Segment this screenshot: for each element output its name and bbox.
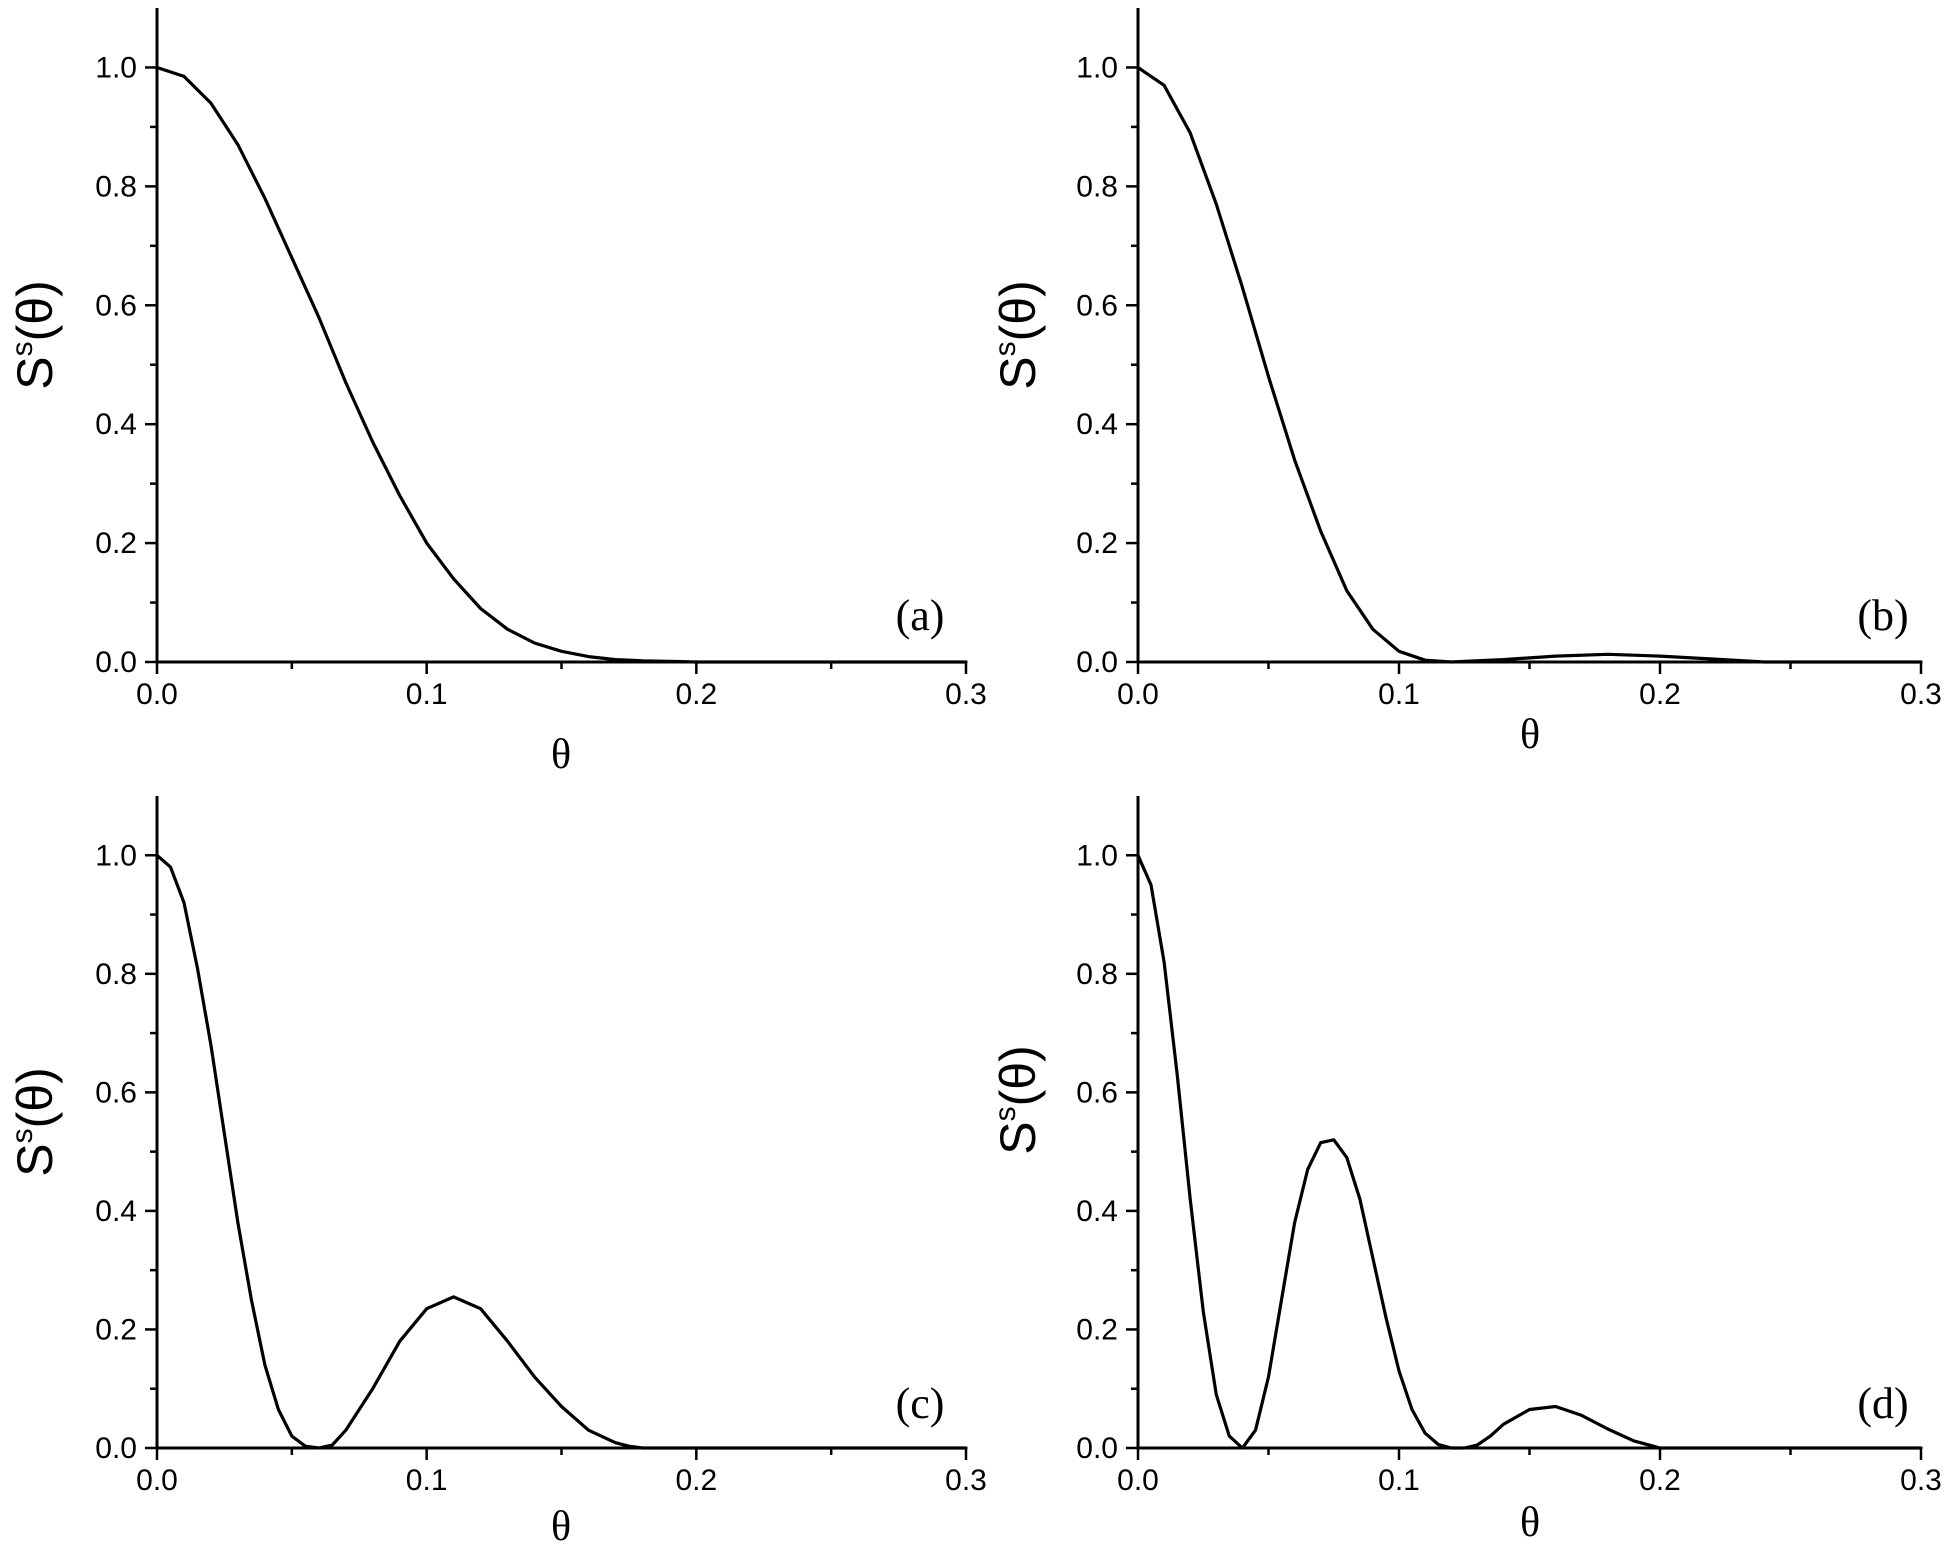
panel-d-x-tick-3: 0.3: [1900, 1464, 1942, 1497]
panel-b-y-tick-0: 0.0: [1076, 646, 1118, 679]
panel-a: 0.0 0.1 0.2 0.3 0.0 0.2 0.4 0.6 0.8 1.0 …: [6, 8, 987, 778]
panel-d-x-label: θ: [1520, 1500, 1540, 1546]
panel-b-x-label: θ: [1520, 712, 1540, 758]
panel-b-y-label-arg: (θ): [990, 280, 1046, 341]
panel-c-y-tick-3: 0.6: [95, 1076, 137, 1109]
panel-b-tag: (b): [1857, 591, 1908, 640]
panel-a-y-tick-3: 0.6: [95, 289, 137, 322]
panel-b-x-tick-0: 0.0: [1117, 678, 1159, 711]
panel-a-x-tick-2: 0.2: [675, 678, 717, 711]
panel-d: 0.0 0.1 0.2 0.3 0.0 0.2 0.4 0.6 0.8 1.0 …: [989, 796, 1942, 1546]
panel-c-x-tick-1: 0.1: [406, 1464, 448, 1497]
panel-d-y-tick-5: 1.0: [1076, 839, 1118, 872]
panel-b-y-tick-1: 0.2: [1076, 527, 1118, 560]
panel-a-y-tick-0: 0.0: [95, 646, 137, 679]
panel-a-ticks: [145, 66, 968, 674]
panel-d-x-tick-1: 0.1: [1378, 1464, 1420, 1497]
panel-b: 0.0 0.1 0.2 0.3 0.0 0.2 0.4 0.6 0.8 1.0 …: [989, 8, 1942, 758]
panel-b-x-tick-2: 0.2: [1639, 678, 1681, 711]
panel-a-tag: (a): [896, 591, 945, 640]
panel-d-y-label-base: S: [990, 1121, 1046, 1154]
panel-c-y-label-base: S: [7, 1143, 63, 1176]
panel-c-y-tick-4: 0.8: [95, 958, 137, 991]
panel-c-y-tick-1: 0.2: [95, 1313, 137, 1346]
panel-d-tag: (d): [1857, 1379, 1908, 1428]
panel-c: 0.0 0.1 0.2 0.3 0.0 0.2 0.4 0.6 0.8 1.0 …: [6, 796, 987, 1550]
panel-a-x-tick-1: 0.1: [406, 678, 448, 711]
panel-a-y-tick-1: 0.2: [95, 527, 137, 560]
panel-a-y-tick-5: 1.0: [95, 51, 137, 84]
panel-b-x-tick-3: 0.3: [1900, 678, 1942, 711]
panel-c-tag: (c): [896, 1379, 945, 1428]
panel-c-x-tick-3: 0.3: [945, 1464, 987, 1497]
panel-d-ticks: [1126, 854, 1923, 1460]
panel-b-y-tick-3: 0.6: [1076, 289, 1118, 322]
panel-d-y-label: Ss(θ): [989, 1045, 1046, 1154]
panel-b-y-tick-5: 1.0: [1076, 51, 1118, 84]
panel-d-y-tick-0: 0.0: [1076, 1432, 1118, 1465]
panel-c-curve: [155, 853, 968, 1450]
panel-c-y-label-arg: (θ): [7, 1067, 63, 1128]
panel-b-y-label: Ss(θ): [989, 280, 1046, 389]
panel-c-x-tick-2: 0.2: [675, 1464, 717, 1497]
panel-c-y-label-sup: s: [6, 1128, 39, 1143]
panel-b-y-tick-4: 0.8: [1076, 170, 1118, 203]
panel-a-curve: [155, 65, 968, 664]
panel-c-ticks: [145, 854, 968, 1460]
panel-b-x-tick-1: 0.1: [1378, 678, 1420, 711]
panel-a-y-label-base: S: [7, 356, 63, 389]
panel-a-x-tick-3: 0.3: [945, 678, 987, 711]
panel-d-y-tick-3: 0.6: [1076, 1076, 1118, 1109]
panel-b-ticks: [1126, 66, 1923, 674]
panel-c-y-tick-5: 1.0: [95, 839, 137, 872]
panel-a-y-label: Ss(θ): [6, 280, 63, 389]
panel-c-x-label: θ: [551, 1504, 571, 1550]
panel-a-y-label-arg: (θ): [7, 280, 63, 341]
panel-b-curve: [1136, 65, 1923, 664]
panel-b-y-label-base: S: [990, 356, 1046, 389]
panel-b-y-tick-2: 0.4: [1076, 408, 1118, 441]
panel-d-x-tick-0: 0.0: [1117, 1464, 1159, 1497]
panel-c-x-tick-0: 0.0: [136, 1464, 178, 1497]
panel-c-y-tick-0: 0.0: [95, 1432, 137, 1465]
panel-a-x-tick-0: 0.0: [136, 678, 178, 711]
panel-c-y-label: Ss(θ): [6, 1067, 63, 1176]
panel-d-y-tick-2: 0.4: [1076, 1195, 1118, 1228]
panel-d-y-tick-4: 0.8: [1076, 958, 1118, 991]
panel-d-y-tick-1: 0.2: [1076, 1313, 1118, 1346]
panel-d-x-tick-2: 0.2: [1639, 1464, 1681, 1497]
panel-c-y-tick-2: 0.4: [95, 1195, 137, 1228]
panel-d-y-label-arg: (θ): [990, 1045, 1046, 1106]
panel-a-y-tick-2: 0.4: [95, 408, 137, 441]
panel-a-y-label-sup: s: [6, 341, 39, 356]
panel-a-y-tick-4: 0.8: [95, 170, 137, 203]
panel-b-y-label-sup: s: [989, 341, 1022, 356]
panel-a-x-label: θ: [551, 732, 571, 778]
panel-d-y-label-sup: s: [989, 1106, 1022, 1121]
panel-d-curve: [1136, 853, 1923, 1450]
